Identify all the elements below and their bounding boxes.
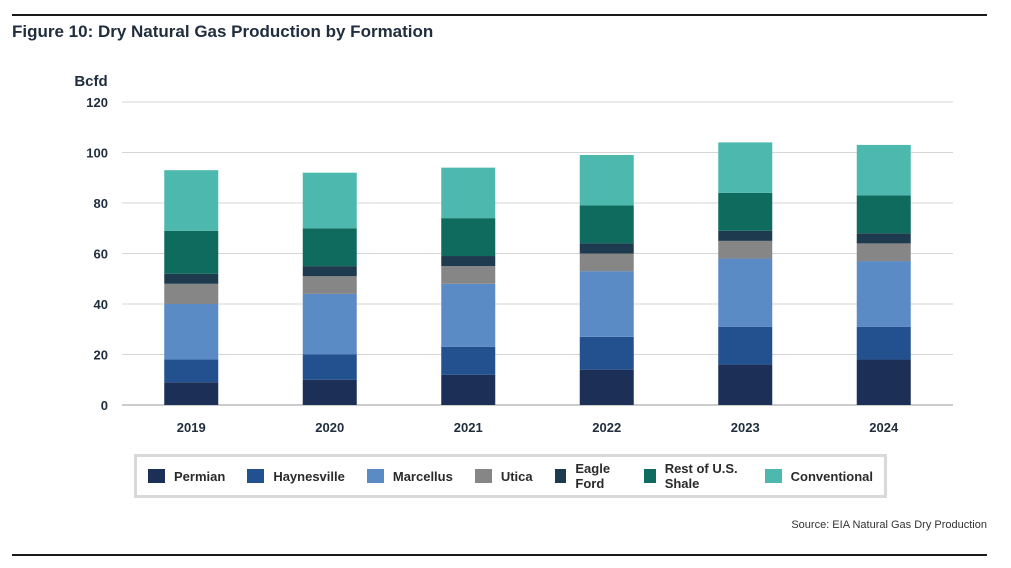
bar-2020-permian [302,379,357,405]
bar-2024-eagle-ford [856,233,911,244]
bar-2023-permian [718,364,773,405]
bar-2020-haynesville [302,354,357,380]
legend-label: Utica [500,468,533,484]
bar-2024-permian [856,359,911,405]
legend-label: Haynesville [273,468,345,484]
bar-2019-permian [164,382,219,405]
legend-swatch [247,469,265,483]
y-tick-label-80: 80 [94,196,108,211]
legend-item-utica: Utica [474,468,533,484]
bar-2020-utica [302,276,357,294]
legend-label: Rest of U.S. Shale [664,461,738,491]
bar-2021-utica [441,266,496,284]
top-rule [12,14,987,16]
bar-2019-marcellus [164,304,219,360]
legend-swatch [554,469,567,483]
bar-2020-eagle-ford [302,266,357,277]
bar-2022-rest-of-u-s-shale [579,205,634,244]
bar-2021-marcellus [441,283,496,347]
bar-2019-conventional [164,170,219,231]
bar-2019-rest-of-u-s-shale [164,230,219,274]
bar-2022-haynesville [579,336,634,370]
bar-2021-permian [441,374,496,405]
x-tick-label-2024: 2024 [869,420,899,435]
legend-swatch [366,469,384,483]
legend-label: Eagle Ford [575,461,611,491]
bar-2021-haynesville [441,346,496,375]
legend-label: Conventional [790,468,873,484]
y-tick-label-40: 40 [94,297,108,312]
bar-2024-rest-of-u-s-shale [856,195,911,234]
legend-swatch [764,469,782,483]
bar-2022-eagle-ford [579,243,634,254]
bar-2019-utica [164,283,219,304]
bar-2020-marcellus [302,293,357,355]
x-tick-label-2020: 2020 [315,420,344,435]
figure-title: Figure 10: Dry Natural Gas Production by… [12,22,434,41]
x-tick-label-2023: 2023 [731,420,760,435]
bar-2022-permian [579,369,634,405]
legend-item-permian: Permian [148,469,225,484]
legend-swatch [643,469,656,483]
bar-2022-marcellus [579,271,634,337]
legend-item-rest-of-u-s-shale: Rest of U.S. Shale [643,461,743,491]
bar-2024-utica [856,243,911,262]
legend-swatch [474,469,492,483]
legend-item-marcellus: Marcellus [366,468,453,484]
legend-item-haynesville: Haynesville [247,469,345,484]
bottom-rule [12,554,987,556]
bar-2023-utica [718,240,773,259]
legend-label: Marcellus [392,468,453,484]
y-tick-label-60: 60 [94,247,108,262]
bar-2023-rest-of-u-s-shale [718,192,773,231]
bar-2023-conventional [718,142,773,193]
legend-item-conventional: Conventional [764,468,873,484]
x-tick-label-2021: 2021 [454,420,483,435]
y-tick-label-0: 0 [101,398,108,413]
bar-2020-rest-of-u-s-shale [302,228,357,267]
source-note: Source: EIA Natural Gas Dry Production [791,519,987,531]
y-tick-label-100: 100 [86,146,108,161]
stacked-bar-chart: Bcfd 0 20 40 60 80 100 120 2019 2020 2021 2022 2023 2… [74,73,953,435]
bar-2022-utica [579,253,634,272]
bar-2023-eagle-ford [718,230,773,241]
bar-2023-marcellus [718,258,773,327]
x-tick-label-2022: 2022 [592,420,621,435]
bar-2022-conventional [579,155,634,206]
bar-2021-rest-of-u-s-shale [441,218,496,257]
legend-label: Permian [174,468,226,484]
bar-2021-eagle-ford [441,256,496,267]
bar-2024-haynesville [856,326,911,360]
bar-2019-eagle-ford [164,273,219,284]
y-tick-label-20: 20 [94,348,108,363]
bar-2021-conventional [441,167,496,219]
legend-item-eagle-ford: Eagle Ford [554,461,622,491]
bar-2019-haynesville [164,359,219,383]
y-axis-label: Bcfd [74,73,107,90]
bar-2023-haynesville [718,326,773,365]
chart-legend: Permian Haynesville Marcellus Utica Eagle Fo… [134,454,887,498]
bar-2020-conventional [302,172,357,229]
bar-2024-conventional [856,144,911,196]
legend-swatch [148,469,165,483]
y-tick-label-120: 120 [86,95,108,110]
x-tick-label-2019: 2019 [177,420,206,435]
bar-2024-marcellus [856,261,911,327]
